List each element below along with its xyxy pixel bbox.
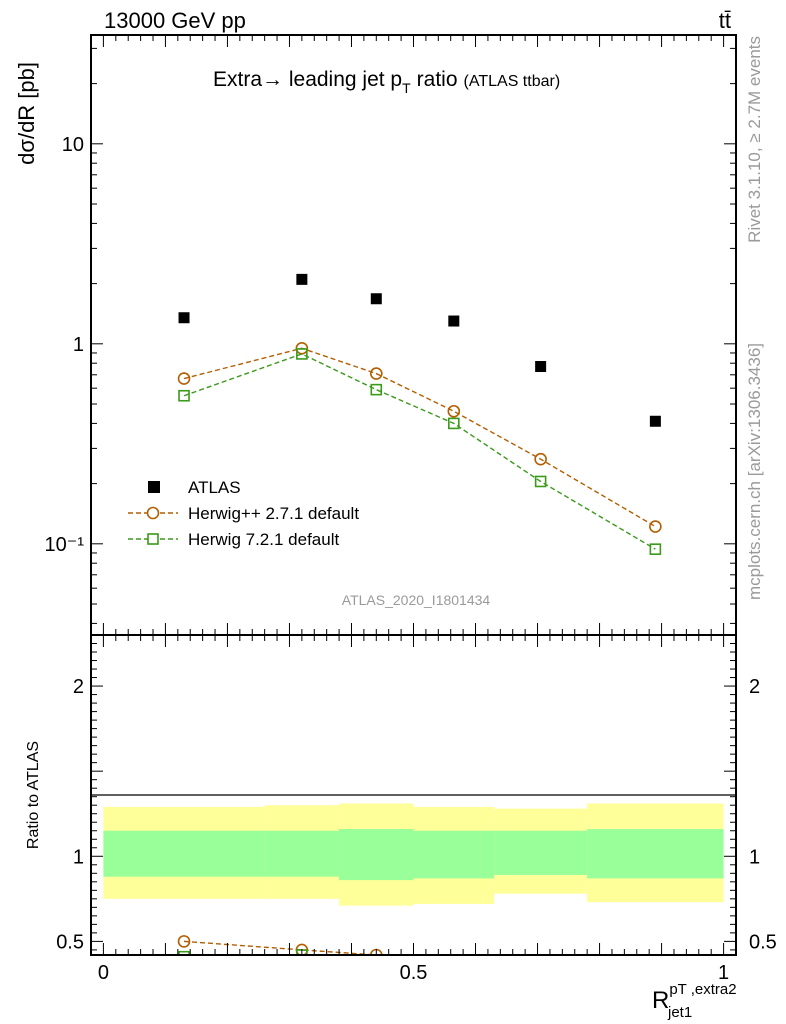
ratio-y-tick-label-right: 2 (749, 676, 760, 698)
ratio-y-axis-label: Ratio to ATLAS (25, 741, 42, 849)
ratio-y-tick-label-right: 0.5 (749, 931, 777, 953)
ratio-y-tick-label-left: 1 (73, 846, 84, 868)
ratio-herwig7-point (178, 950, 190, 955)
process-label: tt̄ (719, 8, 731, 33)
ratio-plot-panel: 0.5 0.5 1 1 2 2 0 0.5 1 Ratio to ATLAS (25, 634, 777, 986)
ratio-herwig7-point (449, 969, 459, 979)
main-series-line (183, 353, 656, 550)
legend-marker-atlas (148, 481, 160, 493)
rivet-version-label: Rivet 3.1.10, ≥ 2.7M events (745, 36, 764, 243)
ratio-herwigpp-point (177, 935, 191, 948)
main-y-axis-label: dσ/dR [pb] (14, 62, 39, 165)
herwig7-point (178, 389, 190, 402)
x-tick-label: 1 (718, 962, 729, 984)
main-y-tick-label: 1 (73, 334, 84, 356)
ratio-y-tick-label-left: 0.5 (56, 931, 84, 953)
herwigpp-point (369, 367, 383, 380)
legend-marker-herwig7 (147, 533, 159, 545)
ratio-plot-frame (90, 634, 737, 956)
ratio-y-tick-label-right: 1 (749, 846, 760, 868)
ratio-inner-uncertainty-band (587, 829, 724, 879)
herwig7-point (649, 543, 662, 555)
ratio-herwigpp-point (535, 963, 546, 974)
legend-entry-label: Herwig 7.2.1 default (188, 530, 339, 549)
legend-marker-herwigpp (146, 506, 160, 520)
herwig7-point (296, 348, 308, 360)
ratio-herwigpp-point (448, 961, 459, 972)
plot-title: Extra→ leading jet pT ratio (ATLAS ttbar) (213, 68, 560, 96)
x-tick-label: 0.5 (400, 962, 428, 984)
legend: ATLAS Herwig++ 2.7.1 default Herwig 7.2.1 … (128, 478, 359, 549)
herwig7-point (370, 383, 383, 396)
ratio-series-line (183, 940, 381, 955)
energy-label: 13000 GeV pp (104, 8, 246, 33)
atlas-data-point (535, 361, 547, 373)
main-plot-panel: 10⁻¹ 1 10 Extra→ leading jet pT ratio (ATLAS… (14, 34, 737, 636)
ratio-inner-uncertainty-band (103, 830, 265, 877)
main-y-tick-label: 10⁻¹ (45, 534, 85, 556)
ratio-herwig7-point (536, 976, 546, 986)
atlas-data-point (370, 293, 382, 305)
herwigpp-point (534, 452, 547, 466)
ratio-inner-uncertainty-band (339, 829, 414, 881)
analysis-watermark: ATLAS_2020_I1801434 (342, 592, 491, 608)
x-axis-label: RpT ,extra2 (652, 981, 737, 1014)
herwig7-point (534, 475, 547, 488)
main-series-line (183, 347, 656, 528)
atlas-data-point (448, 315, 460, 327)
legend-entry-label: ATLAS (188, 478, 241, 497)
ratio-y-tick-label-left: 2 (73, 676, 84, 698)
x-tick-label: 0 (98, 962, 109, 984)
mcplots-label: mcplots.cern.ch [arXiv:1306.3436] (745, 343, 764, 600)
herwigpp-point (447, 404, 461, 418)
x-axis-label-subscript: jet1 (667, 1004, 692, 1021)
atlas-data-point (649, 415, 661, 427)
ratio-herwig7-point (371, 962, 381, 972)
main-y-tick-label: 10 (62, 134, 84, 156)
herwig7-point (448, 417, 460, 430)
legend-entry-label: Herwig++ 2.7.1 default (188, 504, 359, 523)
ratio-inner-uncertainty-band (413, 830, 495, 879)
ratio-herwigpp-point (650, 970, 661, 981)
atlas-data-point (178, 312, 190, 324)
herwigpp-point (177, 372, 191, 385)
herwigpp-point (649, 520, 662, 533)
ratio-inner-uncertainty-band (494, 830, 588, 875)
ratio-inner-uncertainty-band (264, 830, 340, 877)
atlas-data-point (296, 273, 308, 285)
